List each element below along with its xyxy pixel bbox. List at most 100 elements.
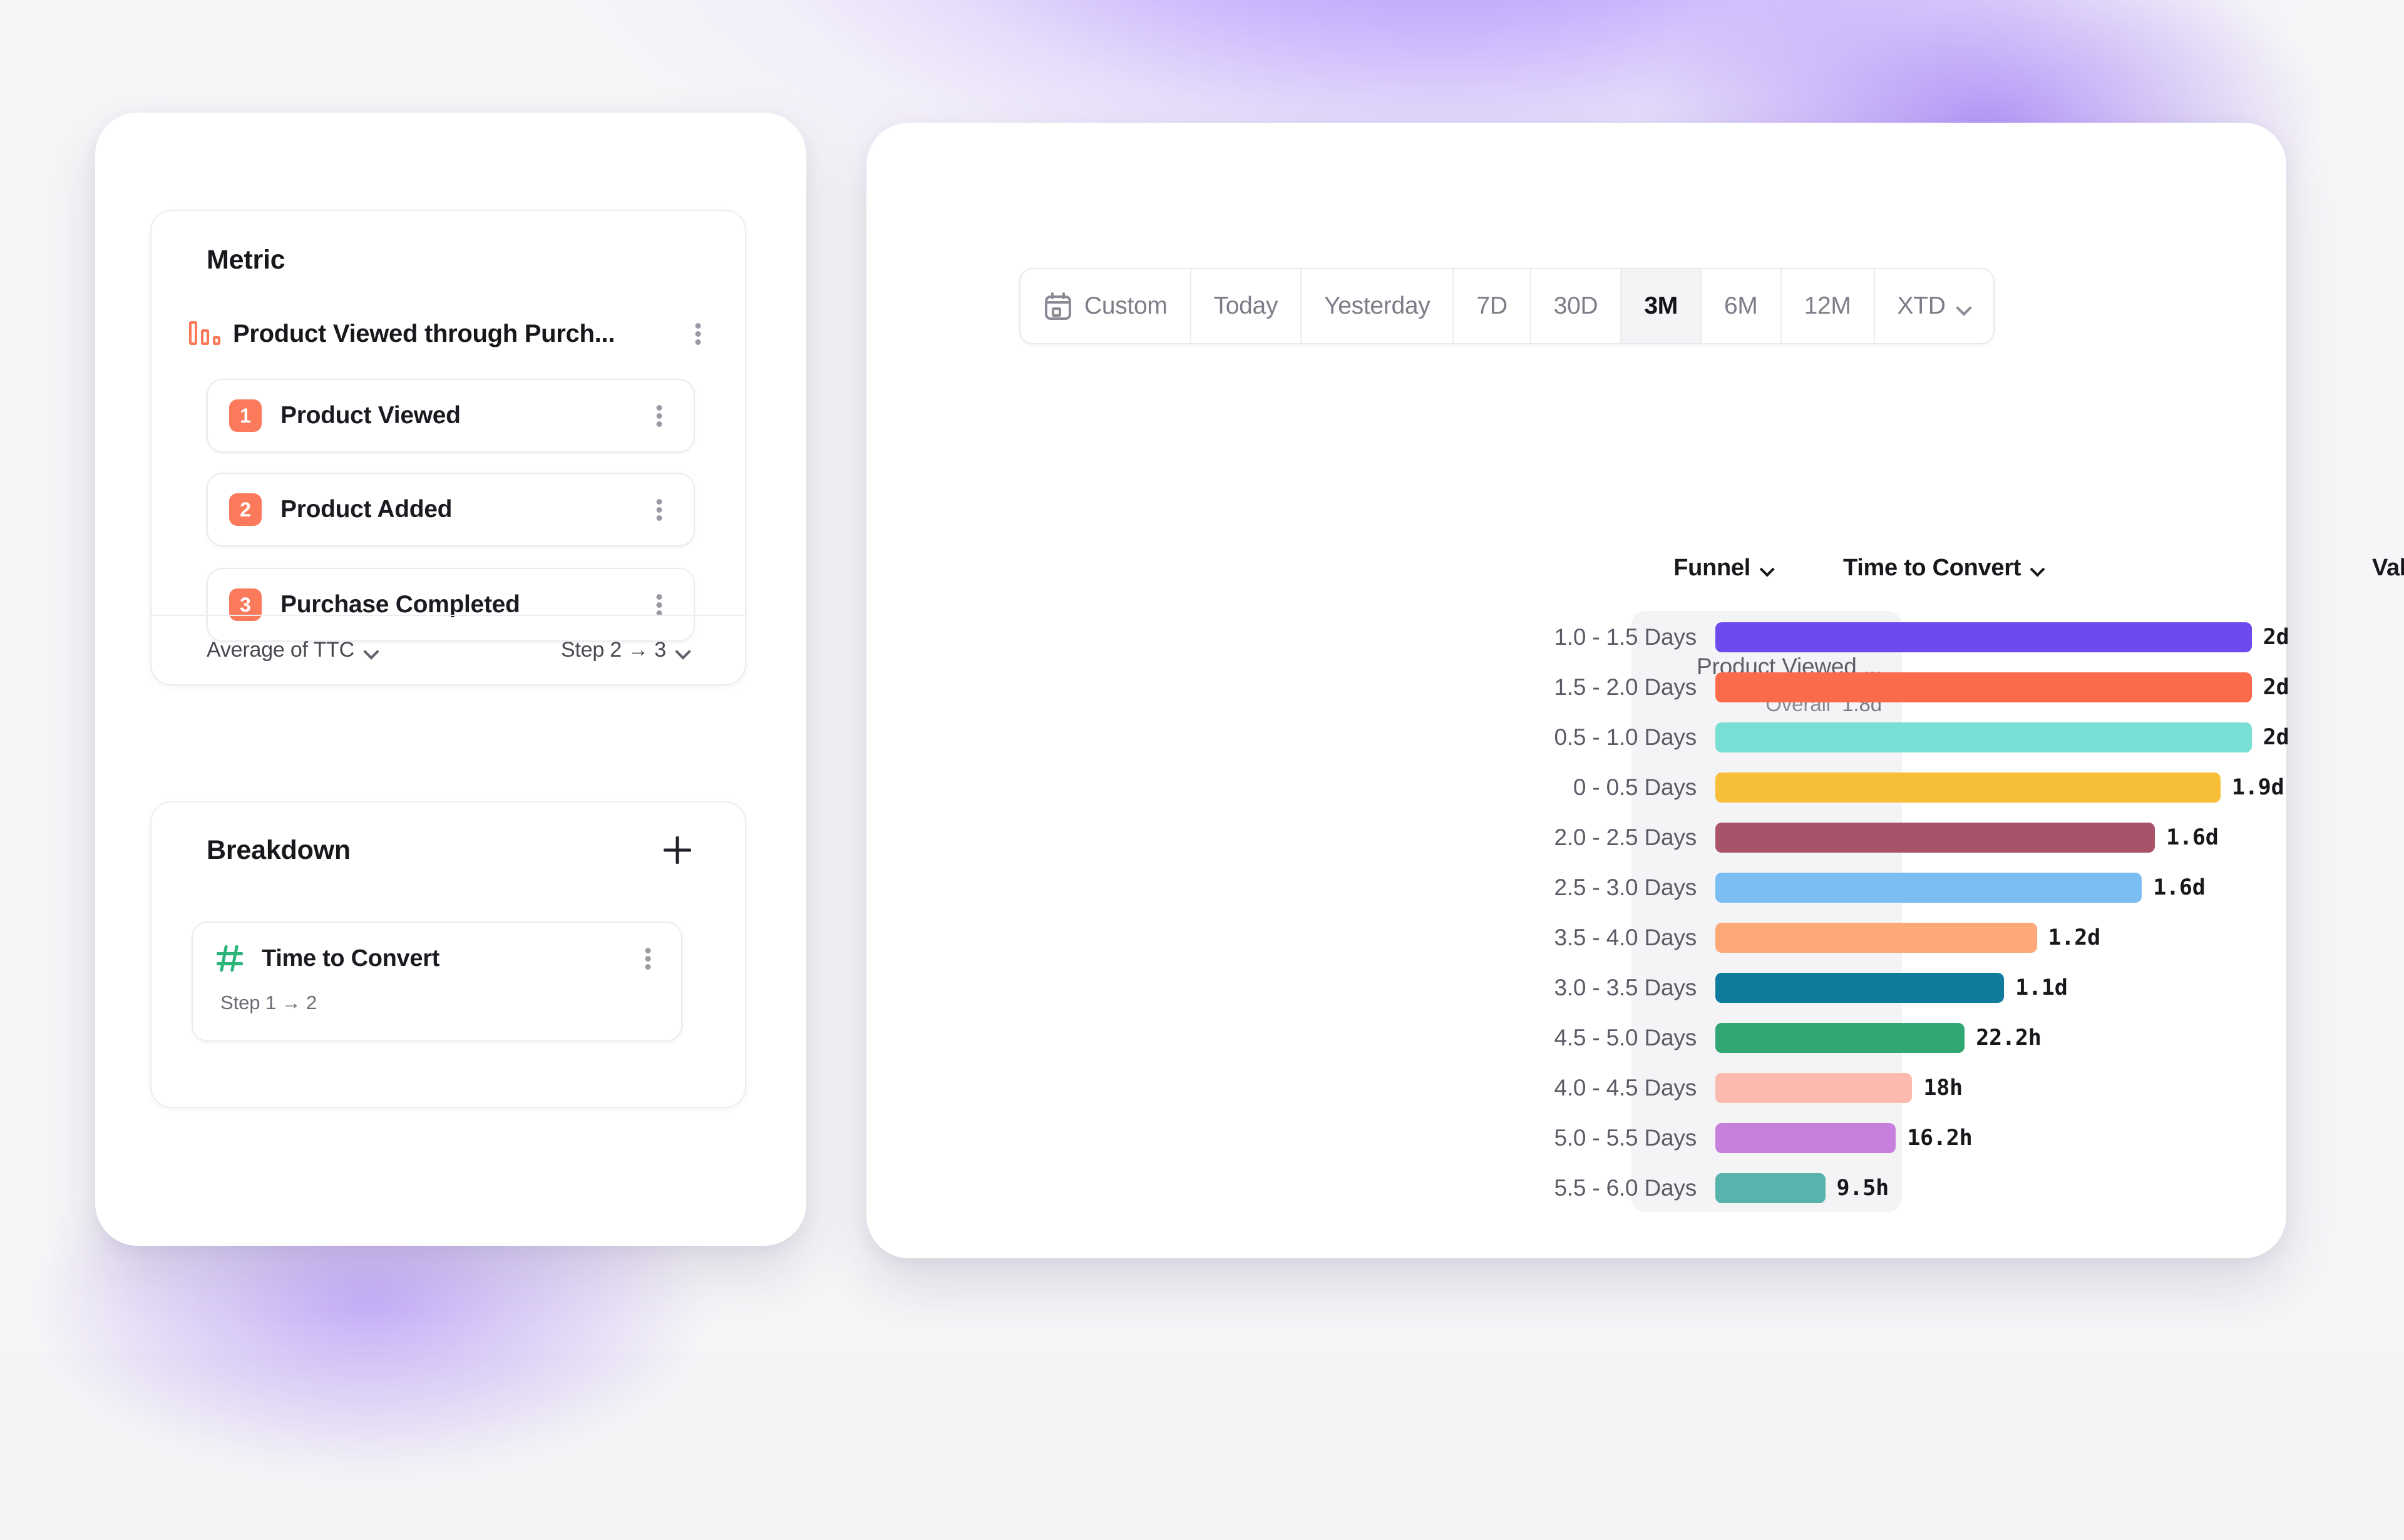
column-header-value[interactable]: Value <box>2372 555 2404 582</box>
bar-value-label: 1.6d <box>2166 825 2219 850</box>
date-range-segment-label: Yesterday <box>1324 292 1431 319</box>
chevron-down-icon <box>676 646 690 654</box>
bar-category-label: 5.5 - 6.0 Days <box>1554 1175 1697 1201</box>
metric-header-row[interactable]: Product Viewed through Purch... <box>187 304 712 364</box>
bar-row[interactable]: 1.5 - 2.0 Days 2d <box>866 662 2289 712</box>
date-range-segment-3m[interactable]: 3M <box>1621 269 1702 343</box>
breakdown-item-kebab-icon[interactable] <box>634 944 662 973</box>
column-header-time-to-convert[interactable]: Time to Convert <box>1843 555 2045 582</box>
bar-fill <box>1715 873 2142 903</box>
bar-value-label: 22.2h <box>1976 1025 2042 1050</box>
bar-track: 1.1d <box>1715 973 2068 1003</box>
bar-value-label: 1.6d <box>2153 875 2206 900</box>
date-range-segment-yesterday[interactable]: Yesterday <box>1302 269 1454 343</box>
bar-fill <box>1715 1173 1826 1203</box>
bar-track: 18h <box>1715 1073 1963 1103</box>
bar-value-label: 1.9d <box>2231 775 2284 800</box>
breakdown-item-label: Time to Convert <box>262 945 440 972</box>
step-range-dropdown-label: Step 2 → 3 <box>560 638 666 662</box>
funnel-step-row[interactable]: 1 Product Viewed <box>207 379 695 453</box>
bar-category-label: 0 - 0.5 Days <box>1573 774 1697 800</box>
date-range-segment-xtd[interactable]: XTD <box>1875 269 1993 343</box>
bar-row[interactable]: 4.5 - 5.0 Days 22.2h <box>866 1013 2286 1063</box>
step-number-badge: 1 <box>229 399 262 432</box>
left-panel: Metric Product Viewed through Purch... 1… <box>95 113 806 1246</box>
add-breakdown-button[interactable] <box>659 831 696 869</box>
date-range-segment-label: 6M <box>1723 292 1758 319</box>
bar-track: 1.9d <box>1715 773 2284 803</box>
bar-track: 9.5h <box>1715 1173 1889 1203</box>
bar-row[interactable]: 3.5 - 4.0 Days 1.2d <box>866 913 2286 963</box>
aggregation-dropdown[interactable]: Average of TTC <box>207 638 378 662</box>
step-kebab-icon[interactable] <box>645 495 674 524</box>
bar-track: 16.2h <box>1715 1123 1973 1153</box>
bar-category-label: 1.5 - 2.0 Days <box>1554 674 1697 700</box>
bar-row[interactable]: 2.5 - 3.0 Days 1.6d <box>866 863 2286 913</box>
chevron-down-icon <box>2031 564 2045 572</box>
funnel-step-row[interactable]: 2 Product Added <box>207 473 695 547</box>
bar-category-label: 2.0 - 2.5 Days <box>1554 824 1697 850</box>
bar-value-label: 9.5h <box>1836 1176 1889 1201</box>
bar-row[interactable]: 0 - 0.5 Days 1.9d <box>866 762 2286 813</box>
date-range-segment-label: XTD <box>1897 292 1946 319</box>
bar-track: 2d <box>1715 622 2289 652</box>
step-label: Product Viewed <box>280 402 461 429</box>
date-range-segment-6m[interactable]: 6M <box>1702 269 1782 343</box>
chart-column-headers: Funnel Time to Convert Value <box>866 555 2404 592</box>
metric-card-footer: Average of TTC Step 2 → 3 <box>152 615 745 685</box>
step-range-dropdown[interactable]: Step 2 → 3 <box>561 638 690 662</box>
bar-row[interactable]: 1.0 - 1.5 Days 2d <box>866 612 2289 662</box>
metric-card-title: Metric <box>207 245 285 275</box>
bar-fill <box>1715 1123 1896 1153</box>
step-label: Purchase Completed <box>280 591 520 618</box>
bar-row[interactable]: 3.0 - 3.5 Days 1.1d <box>866 963 2286 1013</box>
calendar-icon <box>1043 291 1073 321</box>
step-kebab-icon[interactable] <box>645 590 674 619</box>
bar-row[interactable]: 5.5 - 6.0 Days 9.5h <box>866 1163 2286 1213</box>
breakdown-card-title: Breakdown <box>207 835 351 865</box>
funnel-step-row[interactable]: 3 Purchase Completed <box>207 568 695 642</box>
funnel-summary-panel: Product Viewed ... Overall 1.8d <box>1631 611 1902 1212</box>
bar-value-label: 1.1d <box>2015 975 2068 1000</box>
breakdown-item-header: Time to Convert <box>214 943 662 974</box>
date-range-segment-label: 3M <box>1644 292 1678 319</box>
chevron-down-icon <box>364 646 378 654</box>
bar-track: 1.6d <box>1715 823 2219 853</box>
metric-header-kebab-icon[interactable] <box>684 319 712 348</box>
bar-value-label: 2d <box>2263 675 2289 700</box>
date-range-segment-today[interactable]: Today <box>1191 269 1302 343</box>
bar-row[interactable]: 2.0 - 2.5 Days 1.6d <box>866 813 2286 863</box>
date-range-segment-7d[interactable]: 7D <box>1454 269 1531 343</box>
column-header-ttc-label: Time to Convert <box>1843 555 2021 581</box>
bar-track: 1.6d <box>1715 873 2206 903</box>
bar-value-label: 2d <box>2263 625 2289 650</box>
bar-chart-icon <box>187 317 220 350</box>
bar-value-label: 1.2d <box>2048 925 2101 950</box>
date-range-segment-12m[interactable]: 12M <box>1782 269 1875 343</box>
bar-fill <box>1715 672 2252 702</box>
bar-fill <box>1715 1023 1965 1053</box>
metric-header-label: Product Viewed through Purch... <box>233 319 615 347</box>
step-kebab-icon[interactable] <box>645 401 674 430</box>
bar-chart: 1.0 - 1.5 Days 2d 1.5 - 2.0 Days 2d 0.5 … <box>866 612 2289 1213</box>
hash-icon <box>214 943 245 974</box>
date-range-segment-30d[interactable]: 30D <box>1531 269 1622 343</box>
bar-row[interactable]: 5.0 - 5.5 Days 16.2h <box>866 1113 2286 1163</box>
bar-fill <box>1715 722 2252 752</box>
right-panel: Custom Today Yesterday 7D 30D 3M 6M 12M XTD Funn… <box>866 123 2404 1258</box>
breakdown-item[interactable]: Time to Convert Step 1 → 2 <box>192 921 682 1042</box>
bar-fill <box>1715 773 2221 803</box>
bar-track: 2d <box>1715 722 2289 752</box>
bar-row[interactable]: 4.0 - 4.5 Days 18h <box>866 1063 2286 1113</box>
bar-category-label: 4.0 - 4.5 Days <box>1554 1075 1697 1101</box>
metric-card: Metric Product Viewed through Purch... 1… <box>150 210 746 685</box>
breakdown-item-sub: Step 1 → 2 <box>220 992 317 1014</box>
date-range-toolbar: Custom Today Yesterday 7D 30D 3M 6M 12M XTD <box>1019 268 1995 344</box>
bar-fill <box>1715 973 2005 1003</box>
bar-row[interactable]: 0.5 - 1.0 Days 2d <box>866 712 2289 762</box>
breakdown-card: Breakdown Time to Convert Step 1 → 2 <box>150 801 746 1108</box>
date-range-segment-custom[interactable]: Custom <box>1020 269 1191 343</box>
column-header-funnel[interactable]: Funnel <box>1673 555 1774 582</box>
date-range-segment-label: 7D <box>1476 292 1508 319</box>
step-label: Product Added <box>280 496 453 523</box>
